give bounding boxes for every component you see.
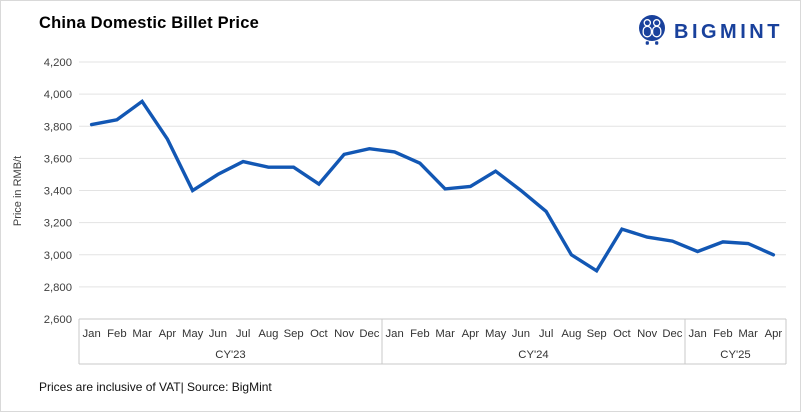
month-label: Nov xyxy=(334,328,354,340)
y-tick-label: 3,600 xyxy=(44,153,72,165)
month-label: Feb xyxy=(410,328,429,340)
month-label: Mar xyxy=(132,328,152,340)
month-label: Aug xyxy=(561,328,581,340)
y-tick-label: 4,000 xyxy=(44,89,72,101)
month-label: Mar xyxy=(435,328,455,340)
y-tick-label: 2,600 xyxy=(44,314,72,326)
month-label: Dec xyxy=(662,328,682,340)
month-label: Jan xyxy=(83,328,101,340)
month-label: Dec xyxy=(359,328,379,340)
month-label: Aug xyxy=(258,328,278,340)
month-label: Jan xyxy=(386,328,404,340)
bigmint-logo-text: BIGMINT xyxy=(674,20,783,43)
month-label: Apr xyxy=(765,328,783,340)
chart-title: China Domestic Billet Price xyxy=(39,14,259,32)
month-label: May xyxy=(485,328,507,340)
month-label: May xyxy=(182,328,204,340)
month-label: Jun xyxy=(209,328,227,340)
month-label: Jan xyxy=(689,328,707,340)
month-label: Apr xyxy=(462,328,480,340)
month-label: Feb xyxy=(107,328,126,340)
y-tick-label: 4,200 xyxy=(44,57,72,69)
year-label: CY'25 xyxy=(720,349,750,361)
month-label: Apr xyxy=(159,328,177,340)
month-label: Oct xyxy=(613,328,631,340)
month-label: Jun xyxy=(512,328,530,340)
source-note: Prices are inclusive of VAT| Source: Big… xyxy=(39,380,272,394)
bigmint-logo-icon xyxy=(639,15,665,45)
month-label: Sep xyxy=(284,328,304,340)
year-label: CY'24 xyxy=(518,349,548,361)
month-label: Nov xyxy=(637,328,657,340)
bigmint-logo: BIGMINT xyxy=(637,14,783,50)
month-label: Mar xyxy=(738,328,758,340)
month-label: Jul xyxy=(236,328,250,340)
y-tick-label: 3,000 xyxy=(44,250,72,262)
month-label: Jul xyxy=(539,328,553,340)
y-tick-label: 3,800 xyxy=(44,121,72,133)
month-label: Oct xyxy=(310,328,328,340)
y-tick-label: 3,400 xyxy=(44,186,72,198)
year-label: CY'23 xyxy=(215,349,245,361)
month-label: Feb xyxy=(713,328,732,340)
price-line-series xyxy=(89,98,776,274)
month-label: Sep xyxy=(587,328,607,340)
y-tick-label: 2,800 xyxy=(44,282,72,294)
y-tick-label: 3,200 xyxy=(44,218,72,230)
